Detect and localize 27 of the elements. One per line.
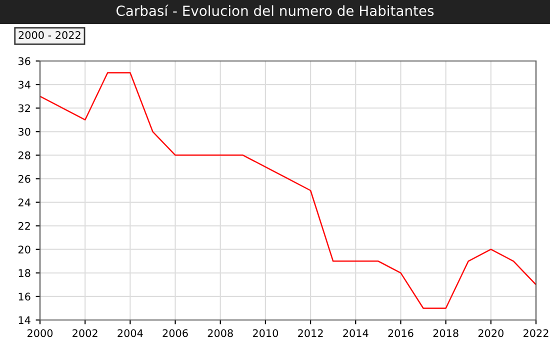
line-series (40, 72, 536, 309)
y-tick-label: 36 (18, 57, 30, 66)
x-tick-label: 2006 (162, 329, 188, 338)
y-tick-label: 24 (18, 198, 30, 206)
x-tick-label: 2018 (433, 329, 458, 338)
y-tick-label: 18 (18, 269, 30, 278)
x-tick-label: 2022 (524, 329, 548, 338)
y-tick-label: 26 (18, 174, 30, 183)
y-tick-label: 16 (18, 292, 30, 301)
text: 2000 - 2022 (18, 31, 80, 40)
y-tick-label: 14 (18, 316, 30, 324)
x-tick-label: 2008 (208, 329, 233, 338)
x-tick-label: 2014 (343, 329, 368, 338)
y-tick-label: 30 (18, 128, 30, 136)
x-tick-label: 2004 (118, 329, 143, 338)
x-tick-label: 2016 (388, 329, 414, 338)
chart-title: Carbasí - Evolucion del numero de Habitantes (116, 4, 434, 16)
y-tick-label: 22 (18, 222, 30, 230)
y-tick-label: 34 (18, 80, 30, 89)
y-tick-label: 28 (18, 151, 30, 160)
x-tick-label: 2012 (298, 329, 323, 338)
x-tick-label: 2010 (252, 329, 278, 338)
x-tick-label: 2002 (72, 329, 98, 338)
x-tick-label: 2020 (478, 329, 504, 338)
y-tick-label: 32 (18, 104, 30, 112)
x-tick-label: 2000 (28, 329, 53, 338)
y-tick-label: 20 (18, 246, 30, 254)
